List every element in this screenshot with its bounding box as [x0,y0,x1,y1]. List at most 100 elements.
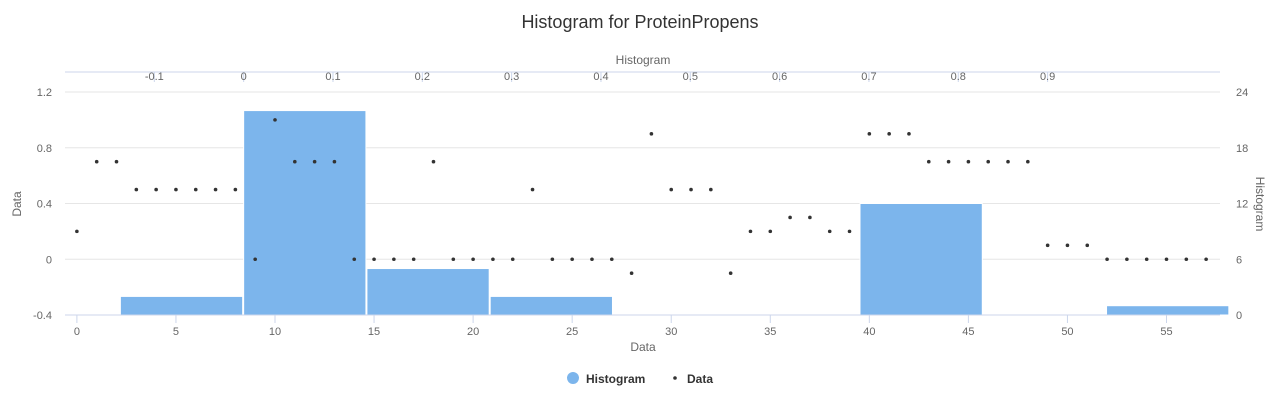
data-point[interactable] [1065,243,1070,248]
x-bottom-tick-label: 30 [665,326,677,338]
legend-histogram-label: Histogram [586,372,645,386]
data-point[interactable] [174,187,178,192]
y-left-tick-label: 0 [46,254,52,266]
histogram-bar[interactable] [1106,305,1230,316]
data-point[interactable] [372,257,376,262]
data-point[interactable] [550,257,555,262]
data-point[interactable] [94,159,99,164]
legend-data-swatch [673,376,677,380]
x-axis-bottom-title: Data [630,340,656,354]
data-point[interactable] [966,159,971,164]
x-top-tick-label: 0.8 [951,71,966,83]
y-left-tick-label: 0.8 [37,143,52,155]
x-bottom-tick-label: 55 [1160,326,1172,338]
histogram-bar[interactable] [243,110,367,316]
data-point[interactable] [1164,257,1169,262]
data-point[interactable] [312,159,317,164]
data-point[interactable] [213,187,218,192]
data-point[interactable] [669,187,674,192]
x-top-tick-label: 0.1 [325,71,340,83]
data-point[interactable] [847,229,852,234]
data-point[interactable] [827,229,832,234]
legend-item-histogram[interactable]: Histogram [567,372,645,386]
data-point[interactable] [1105,257,1109,262]
x-top-tick-label: 0.9 [1040,71,1055,83]
x-bottom-tick-label: 40 [863,326,875,338]
x-bottom-tick-label: 35 [764,326,776,338]
data-point[interactable] [411,257,416,262]
legend: Histogram Data [567,372,713,386]
data-point[interactable] [629,271,634,275]
data-point[interactable] [154,187,158,192]
data-point[interactable] [451,257,456,262]
y-right-tick-label: 0 [1236,310,1242,322]
data-point[interactable] [1006,159,1010,164]
x-top-tick-label: 0.4 [593,71,608,83]
data-point[interactable] [867,132,872,136]
data-point[interactable] [253,257,257,262]
histogram-bar[interactable] [859,203,983,316]
data-point[interactable] [193,187,198,192]
x-top-tick-label: 0.3 [504,71,519,83]
histogram-bar[interactable] [119,295,244,316]
data-point[interactable] [887,132,891,136]
data-point[interactable] [768,229,773,234]
data-point[interactable] [530,187,535,192]
legend-histogram-swatch [567,372,579,384]
data-point[interactable] [114,159,119,164]
x-top-tick-label: 0.7 [861,71,876,83]
data-point[interactable] [352,257,357,262]
x-bottom-tick-label: 5 [173,326,179,338]
data-point[interactable] [570,257,574,262]
gridlines [65,91,1220,316]
data-point[interactable] [75,229,79,234]
data-point[interactable] [728,271,733,275]
x-top-tick-label: 0.2 [415,71,430,83]
x-axis-top-ticks: -0.1 0 0.1 0.2 0.3 0.4 0.5 0.6 0.7 0.8 0.9 [145,71,1055,83]
data-point[interactable] [808,215,812,220]
data-point[interactable] [1204,257,1208,262]
data-point[interactable] [1125,257,1129,262]
data-point[interactable] [907,132,911,136]
data-point[interactable] [491,257,495,262]
data-point[interactable] [689,187,693,192]
data-point[interactable] [946,159,951,164]
x-axis-top-title: Histogram [616,53,671,67]
histogram-bar[interactable] [366,268,490,316]
histogram-bars[interactable] [119,110,1230,316]
data-point[interactable] [332,159,337,164]
x-top-tick-label: 0 [241,71,247,83]
data-point[interactable] [1026,159,1030,164]
legend-item-data[interactable]: Data [673,372,713,386]
data-point[interactable] [293,159,297,164]
x-bottom-tick-label: 0 [74,326,80,338]
data-point[interactable] [649,132,654,136]
y-right-tick-label: 6 [1236,254,1242,266]
data-point[interactable] [273,118,277,122]
data-point[interactable] [1144,257,1149,262]
x-axis-bottom-ticks: 0 5 10 15 20 25 30 35 40 45 50 55 [74,315,1173,338]
data-point[interactable] [926,159,931,164]
histogram-bar[interactable] [489,295,613,316]
x-top-tick-label: 0.6 [772,71,787,83]
data-point[interactable] [986,159,991,164]
data-point[interactable] [471,257,475,262]
data-point[interactable] [788,215,792,220]
data-points[interactable] [75,118,1208,275]
data-point[interactable] [1045,243,1050,248]
data-point[interactable] [1184,257,1189,262]
data-point[interactable] [134,187,139,192]
data-point[interactable] [392,257,396,262]
x-bottom-tick-label: 50 [1061,326,1073,338]
data-point[interactable] [510,257,515,262]
data-point[interactable] [1085,243,1090,248]
y-right-tick-label: 24 [1236,87,1248,99]
data-point[interactable] [748,229,753,234]
data-point[interactable] [431,159,436,164]
data-point[interactable] [233,187,238,192]
data-point[interactable] [590,257,594,262]
data-point[interactable] [709,187,713,192]
chart-title: Histogram for ProteinPropens [521,12,758,32]
data-point[interactable] [609,257,614,262]
